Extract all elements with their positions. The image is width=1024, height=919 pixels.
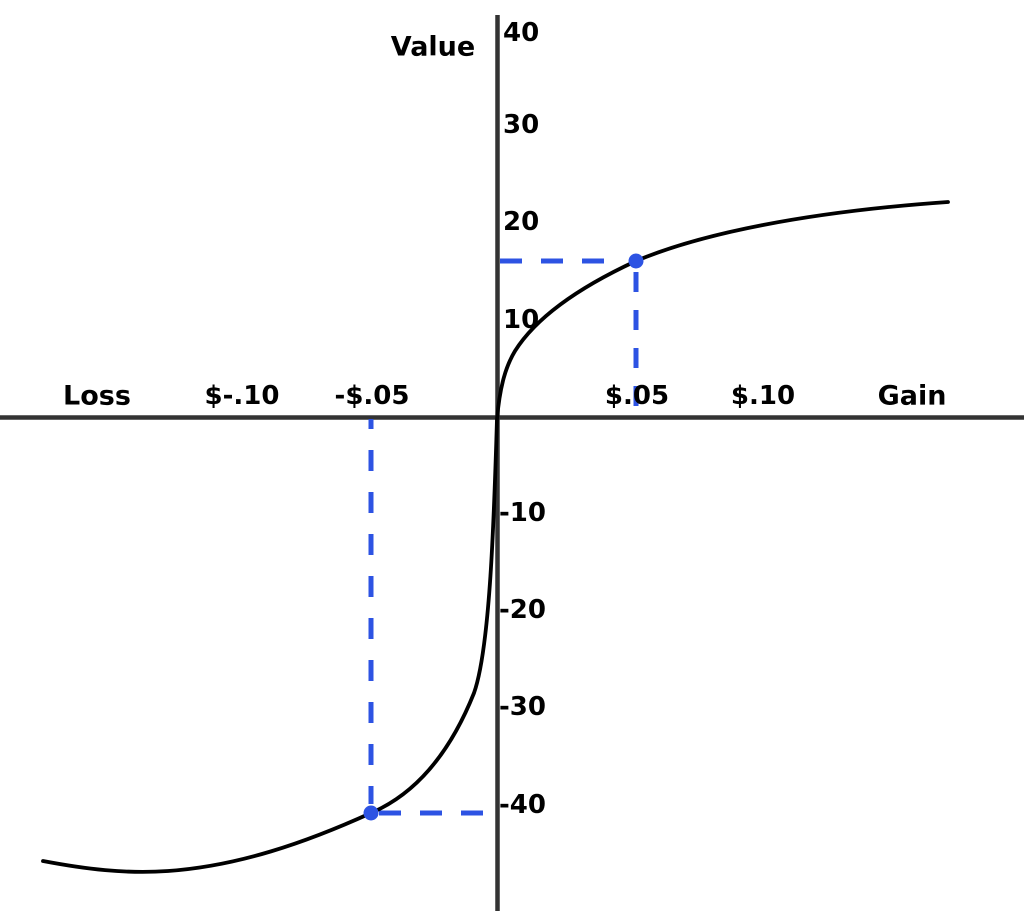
y-tick-label-neg-20: -20: [499, 595, 546, 625]
gain-point-dot: [628, 253, 644, 269]
x-tick-label-pos-10-cents: $.10: [730, 381, 796, 411]
gain-axis-label: Gain: [877, 380, 947, 412]
x-tick-label-neg-5-cents: -$.05: [334, 381, 410, 411]
y-tick-label-neg-10: -10: [499, 498, 546, 528]
x-tick-label-pos-5-cents: $.05: [604, 381, 670, 411]
loss-axis-label: Loss: [63, 380, 131, 412]
y-tick-label-neg-40: -40: [499, 790, 546, 820]
y-tick-label-30: 30: [503, 110, 540, 140]
x-tick-label-neg-10-cents: $-.10: [204, 381, 280, 411]
y-tick-label-40: 40: [503, 18, 540, 48]
loss-point-dot: [363, 805, 379, 821]
value-axis-title: Value: [390, 31, 476, 63]
gain-guide-group: [500, 258, 639, 415]
loss-guide-group: [368, 419, 496, 816]
y-tick-label-20: 20: [503, 207, 540, 237]
y-tick-label-neg-30: -30: [499, 692, 546, 722]
y-tick-label-10: 10: [503, 305, 540, 335]
